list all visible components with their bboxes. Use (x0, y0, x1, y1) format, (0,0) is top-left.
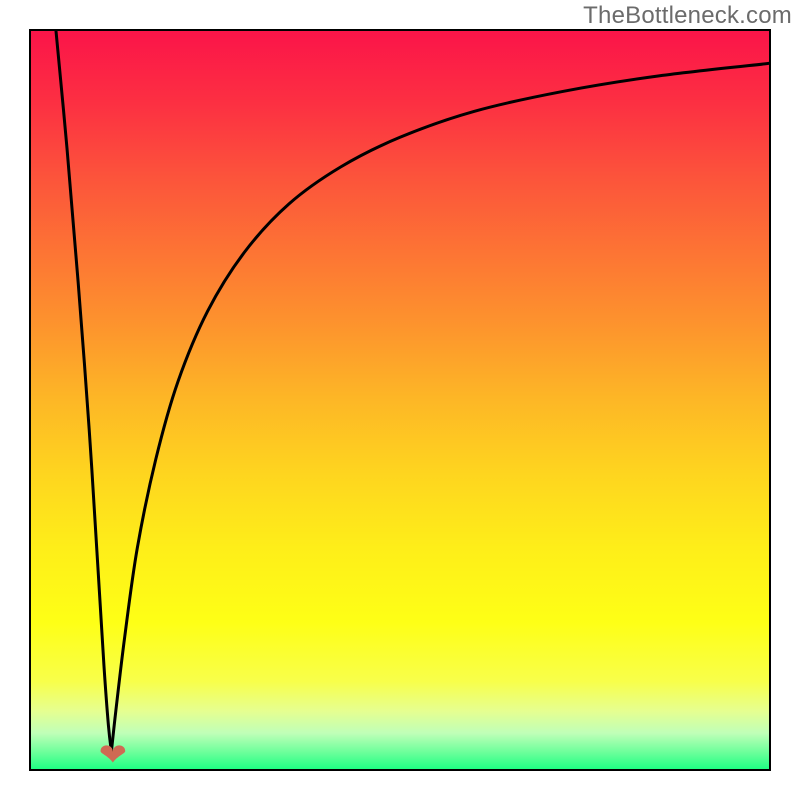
plot-gradient-background (30, 30, 770, 770)
chart-stage: TheBottleneck.com (0, 0, 800, 800)
bottleneck-chart-svg (0, 0, 800, 800)
